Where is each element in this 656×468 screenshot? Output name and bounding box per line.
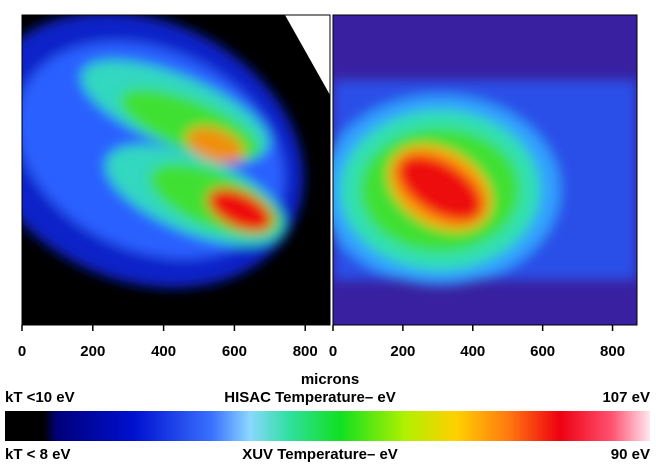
xuv-image	[320, 15, 637, 325]
x-tick-label: 400	[460, 343, 485, 360]
colorbar-title: HISAC Temperature– eV	[224, 389, 395, 406]
figure: microns kT <10 eV HISAC Temperature– eV …	[0, 0, 656, 468]
x-tick-label: 600	[530, 343, 555, 360]
hisac-image	[0, 0, 349, 340]
colorbar-label: 90 eV	[611, 446, 650, 463]
colorbar-title: XUV Temperature– eV	[242, 446, 398, 463]
x-tick-label: 0	[18, 343, 26, 360]
x-tick-label: 800	[293, 343, 318, 360]
x-tick-label: 200	[80, 343, 105, 360]
colorbar-label: kT < 8 eV	[5, 446, 70, 463]
colorbar-label: kT <10 eV	[5, 389, 75, 406]
x-tick-label: 200	[390, 343, 415, 360]
colorbar-label: 107 eV	[602, 389, 650, 406]
colorbar	[5, 411, 650, 441]
x-tick-label: 800	[600, 343, 625, 360]
x-axis-label: microns	[301, 371, 359, 388]
x-tick-label: 0	[329, 343, 337, 360]
x-tick-label: 600	[222, 343, 247, 360]
x-tick-label: 400	[151, 343, 176, 360]
